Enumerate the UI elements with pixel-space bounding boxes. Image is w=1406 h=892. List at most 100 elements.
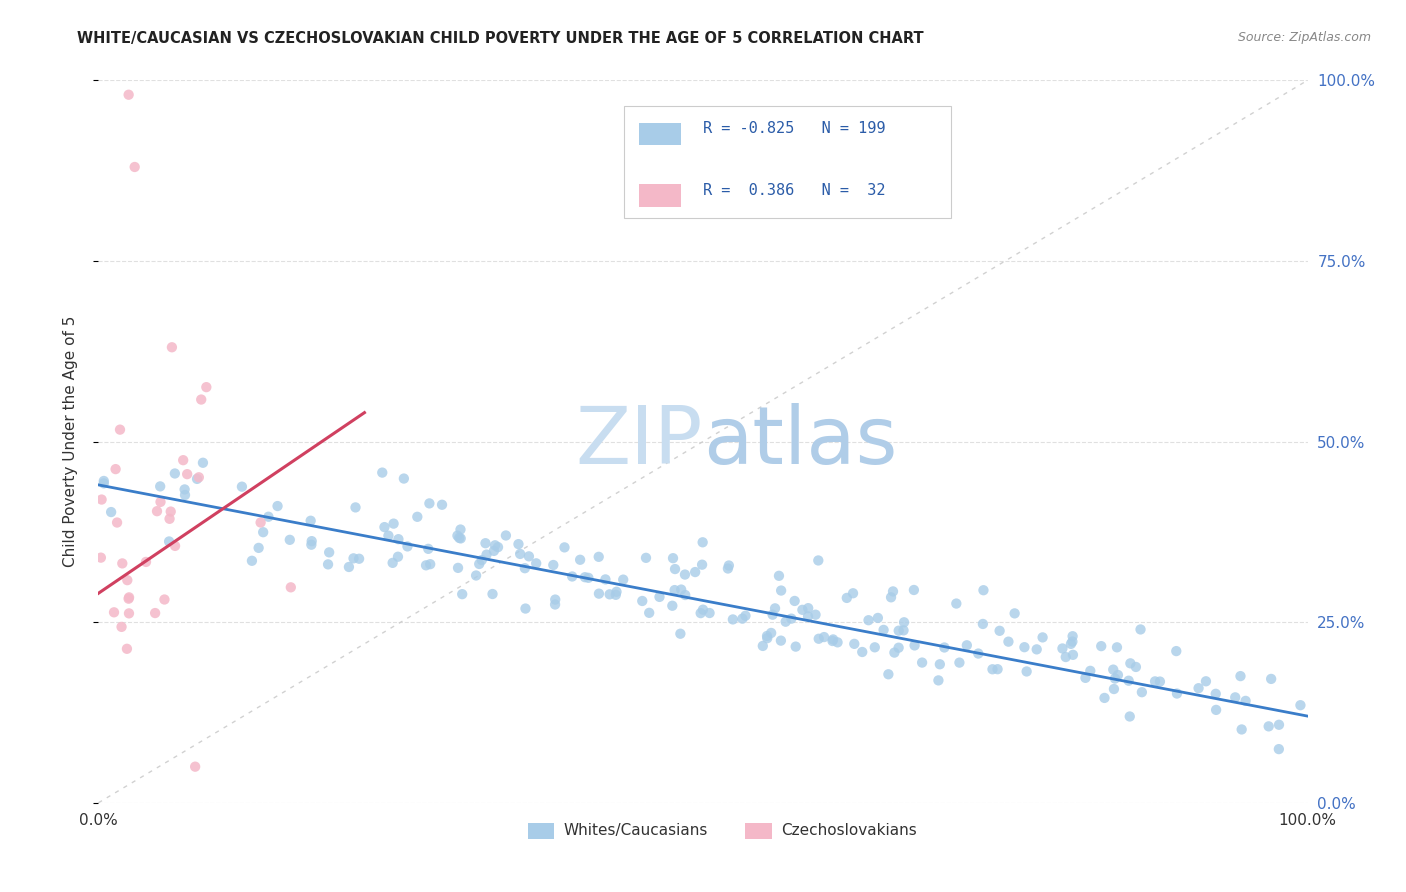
- Point: [872, 623, 894, 637]
- Point: [731, 612, 754, 626]
- Point: [110, 620, 132, 634]
- Point: [599, 587, 621, 601]
- Point: [858, 613, 880, 627]
- Point: [664, 583, 686, 598]
- Point: [1032, 631, 1054, 645]
- Point: [316, 558, 339, 572]
- Point: [807, 553, 830, 567]
- Point: [117, 573, 139, 587]
- Point: [928, 657, 950, 672]
- Point: [882, 584, 904, 599]
- Point: [515, 601, 537, 615]
- Point: [880, 591, 903, 605]
- Point: [382, 516, 405, 531]
- Point: [104, 462, 127, 476]
- Point: [449, 531, 471, 545]
- Point: [717, 561, 740, 575]
- Point: [692, 602, 714, 616]
- Point: [1004, 607, 1026, 621]
- Point: [1025, 642, 1047, 657]
- Point: [468, 557, 491, 571]
- Point: [553, 541, 575, 555]
- Point: [1187, 681, 1209, 696]
- Point: [299, 514, 322, 528]
- Point: [475, 548, 498, 562]
- Point: [117, 591, 139, 606]
- Point: [752, 639, 775, 653]
- Point: [371, 466, 394, 480]
- Point: [887, 624, 910, 638]
- Point: [266, 499, 288, 513]
- Text: ZIP: ZIP: [575, 402, 703, 481]
- Point: [775, 615, 797, 629]
- Point: [911, 656, 934, 670]
- Point: [231, 480, 253, 494]
- Point: [430, 498, 453, 512]
- Point: [673, 588, 696, 602]
- Bar: [745, 823, 772, 838]
- Y-axis label: Child Poverty Under the Age of 5: Child Poverty Under the Age of 5: [63, 316, 77, 567]
- Point: [638, 606, 661, 620]
- Point: [157, 534, 180, 549]
- Point: [451, 587, 474, 601]
- Point: [1130, 685, 1153, 699]
- Text: R = -0.825   N = 199: R = -0.825 N = 199: [703, 121, 886, 136]
- Point: [159, 512, 181, 526]
- Point: [124, 160, 146, 174]
- Point: [1014, 640, 1036, 655]
- Point: [299, 538, 322, 552]
- Point: [176, 467, 198, 482]
- Point: [1289, 698, 1312, 713]
- Point: [1205, 687, 1227, 701]
- Point: [406, 509, 429, 524]
- Point: [135, 555, 157, 569]
- Point: [1054, 650, 1077, 665]
- Point: [108, 423, 131, 437]
- Point: [605, 588, 627, 602]
- Point: [1104, 672, 1126, 686]
- Point: [240, 554, 263, 568]
- Point: [105, 516, 128, 530]
- Point: [588, 549, 610, 564]
- Text: R =  0.386   N =  32: R = 0.386 N = 32: [703, 183, 886, 198]
- Point: [278, 533, 301, 547]
- Point: [447, 561, 470, 575]
- Point: [1149, 674, 1171, 689]
- Point: [252, 525, 274, 540]
- Point: [195, 380, 218, 394]
- Point: [418, 541, 440, 556]
- Point: [90, 492, 112, 507]
- Point: [184, 760, 207, 774]
- Point: [893, 615, 915, 630]
- Point: [835, 591, 858, 605]
- Point: [574, 570, 596, 584]
- Point: [903, 582, 925, 597]
- Point: [100, 505, 122, 519]
- Point: [509, 547, 531, 561]
- Point: [827, 635, 849, 649]
- Point: [159, 505, 181, 519]
- Bar: [527, 823, 554, 838]
- Point: [689, 606, 711, 620]
- Point: [576, 571, 599, 585]
- Point: [111, 557, 134, 571]
- Point: [482, 544, 505, 558]
- Point: [187, 470, 209, 484]
- Point: [699, 606, 721, 620]
- Point: [823, 632, 845, 647]
- Point: [893, 624, 915, 638]
- Point: [415, 558, 437, 573]
- Point: [544, 598, 567, 612]
- Point: [595, 573, 617, 587]
- Point: [863, 640, 886, 655]
- Point: [763, 601, 786, 615]
- Point: [1230, 723, 1253, 737]
- Point: [759, 626, 782, 640]
- Point: [517, 549, 540, 564]
- Point: [683, 565, 706, 579]
- Point: [785, 640, 807, 654]
- Point: [756, 631, 779, 645]
- Text: Whites/Caucasians: Whites/Caucasians: [564, 823, 709, 838]
- Point: [481, 587, 503, 601]
- Point: [967, 647, 990, 661]
